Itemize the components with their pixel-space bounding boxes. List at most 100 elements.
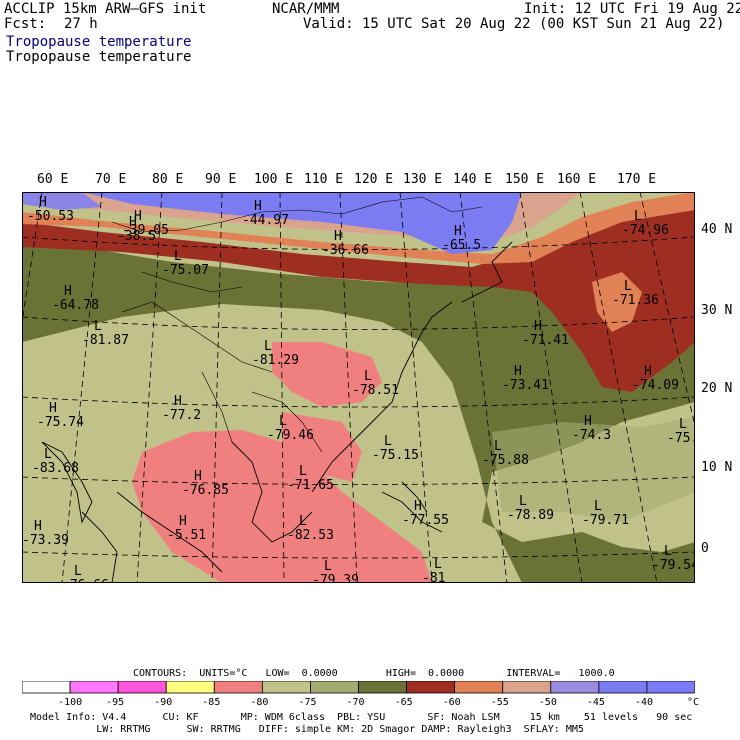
longitude-label: 60 E: [37, 172, 69, 187]
extremum-value: -39.05: [122, 223, 169, 238]
longitude-label: 70 E: [95, 172, 127, 187]
extremum-value: -65.5: [442, 238, 481, 253]
extremum-marker: L: [494, 439, 502, 454]
extremum-marker: L: [384, 434, 392, 449]
longitude-label: 90 E: [205, 172, 237, 187]
extrema-labels: H-50.53 H-39.05H-38.5H-44.97H-36.66H-65.5…: [22, 195, 695, 583]
extremum-value: -79.39: [312, 573, 359, 583]
longitude-label: 140 E: [453, 172, 493, 187]
extremum-marker: H: [584, 414, 592, 429]
colorbar-label: -80: [250, 697, 269, 708]
colorbar-label: -95: [106, 697, 125, 708]
olive-region-southeast: [492, 417, 695, 522]
extremum-marker: H: [334, 229, 342, 244]
extremum-marker: H: [644, 364, 652, 379]
colorbar-swatch: [22, 681, 71, 694]
organization-label: NCAR/MMM: [272, 1, 340, 17]
olive-band-north: [22, 232, 695, 583]
extremum-value: -83.68: [32, 461, 79, 476]
extremum-value: -75.81: [667, 431, 695, 446]
blue-violet-region-north: [82, 192, 522, 254]
pink-low-region-central: [272, 342, 382, 407]
extremum-marker: H: [194, 469, 202, 484]
extremum-marker: L: [94, 319, 102, 334]
map-frame: [22, 192, 695, 583]
extremum-value: -71.41: [522, 333, 569, 348]
extremum-marker: H: [414, 499, 422, 514]
longitude-label: 100 E: [254, 172, 294, 187]
coastlines: [41, 241, 513, 583]
extremum-value: -71.36: [612, 293, 659, 308]
extremum-marker: L: [679, 417, 687, 432]
extremum-marker: L: [74, 564, 82, 579]
field-title-primary: Tropopause temperature: [6, 34, 192, 50]
colorbar-label: -40: [634, 697, 653, 708]
extremum-marker: L: [279, 414, 287, 429]
colorbar-label: -85: [202, 697, 221, 708]
colorbar-swatch: [502, 681, 552, 694]
extremum-marker: H: [454, 224, 462, 239]
extremum-value: -75.88: [482, 453, 529, 468]
extremum-marker: H: [179, 514, 187, 529]
extremum-marker: L: [299, 514, 307, 529]
extremum-marker: H: [134, 209, 142, 224]
extremum-marker: H: [254, 199, 262, 214]
extremum-value: -64.78: [52, 298, 99, 313]
colorbar-label: -70: [346, 697, 365, 708]
extremum-marker: H: [34, 519, 42, 534]
extremum-marker: H: [64, 284, 72, 299]
extremum-value: -73.39: [22, 533, 69, 548]
extremum-marker: H: [129, 215, 137, 230]
extremum-marker: L: [299, 464, 307, 479]
colorbar-label: -75: [298, 697, 317, 708]
extremum-value: -78.51: [352, 383, 399, 398]
colorbar-label: -50: [538, 697, 557, 708]
extremum-marker: L: [664, 544, 672, 559]
model-title: ACCLIP 15km ARW–GFS init: [4, 1, 207, 17]
extremum-value: -74.3: [572, 428, 611, 443]
colorbar-swatch: [646, 681, 695, 694]
extremum-marker: L: [434, 557, 442, 572]
longitude-label: 130 E: [403, 172, 443, 187]
colorbar-label: -90: [154, 697, 173, 708]
pink-low-region-west: [132, 430, 432, 583]
forecast-label: Fcst:: [4, 16, 47, 32]
extremum-marker: H: [39, 195, 47, 210]
extremum-value: -75.15: [372, 448, 419, 463]
tropopause-temperature-map: H-50.53 H-39.05H-38.5H-44.97H-36.66H-65.5…: [22, 192, 695, 583]
forecast-hours: 27 h: [64, 16, 98, 32]
extremum-marker: L: [594, 499, 602, 514]
graticule-lines: [22, 192, 695, 583]
extremum-value: -71.65: [287, 478, 334, 493]
model-info-line-2: LW: RRTMG SW: RRTMG DIFF: simple KM: 2D …: [30, 724, 584, 735]
extremum-value: -74.96: [622, 223, 669, 238]
longitude-label: 110 E: [304, 172, 344, 187]
extremum-value: -78.89: [507, 508, 554, 523]
latitude-label: 10 N: [701, 460, 733, 475]
extremum-value: -79.46: [267, 428, 314, 443]
extremum-value: -36.66: [322, 243, 369, 258]
extremum-value: -74.09: [632, 378, 679, 393]
extremum-marker: L: [519, 494, 527, 509]
extremum-value: -5.51: [167, 528, 206, 543]
extremum-value: -81.29: [252, 353, 299, 368]
extremum-value: -77.2: [162, 408, 201, 423]
extremum-marker: L: [324, 559, 332, 574]
extremum-value: -81.87: [82, 333, 129, 348]
colorbar-swatch: [358, 681, 407, 694]
extremum-value: -79.54: [652, 558, 695, 573]
extremum-value: -76.66: [62, 578, 109, 583]
extremum-value: -73.41: [502, 378, 549, 393]
extremum-marker: H: [49, 401, 57, 416]
extremum-value: -75.74: [37, 415, 84, 430]
longitude-label: 170 E: [617, 172, 657, 187]
colorbar-swatch: [69, 681, 119, 694]
extremum-value: -44.97: [242, 213, 289, 228]
extremum-value: -38.5: [117, 229, 156, 244]
extremum-marker: H: [534, 319, 542, 334]
extremum-marker: H: [174, 394, 182, 409]
extremum-marker: L: [174, 249, 182, 264]
valid-time: Valid: 15 UTC Sat 20 Aug 22 (00 KST Sun …: [303, 16, 725, 32]
colorbar-swatch: [406, 681, 456, 694]
field-title-secondary: Tropopause temperature: [6, 49, 192, 65]
